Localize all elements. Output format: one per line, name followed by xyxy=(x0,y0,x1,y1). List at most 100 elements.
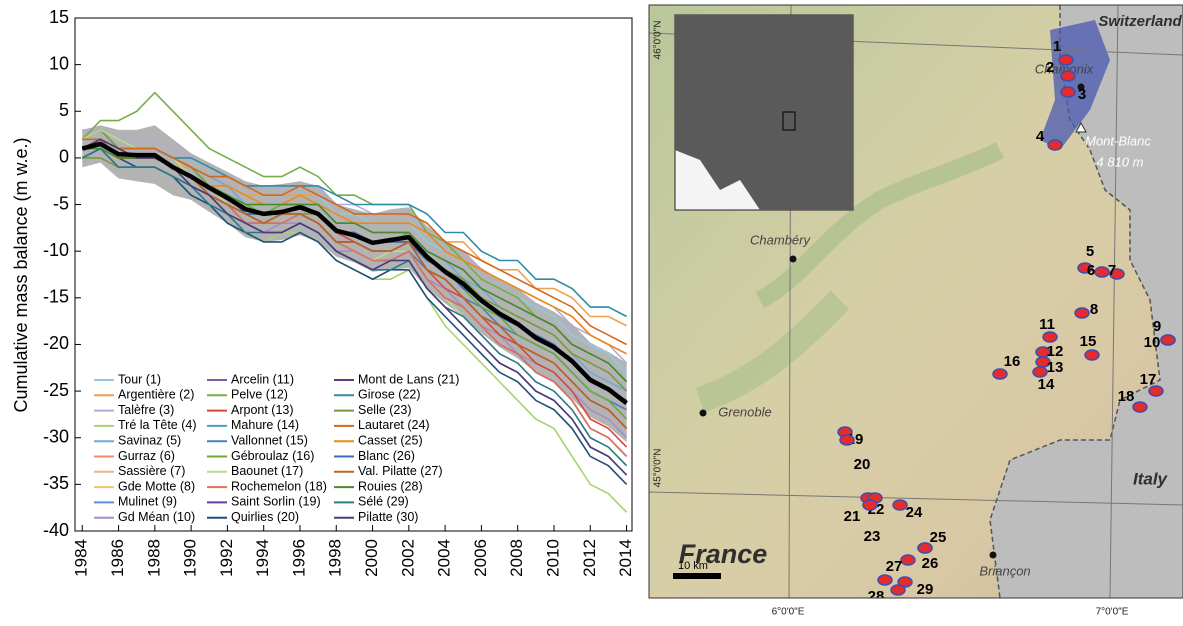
glacier-number: 20 xyxy=(854,456,871,473)
legend-label: Gurraz (6) xyxy=(118,449,175,463)
legend-label: Gde Motte (8) xyxy=(118,479,195,493)
glacier-number: 18 xyxy=(1118,388,1135,405)
glacier-area xyxy=(1040,20,1110,150)
legend-label: Mont de Lans (21) xyxy=(358,372,459,386)
glacier xyxy=(1047,139,1063,151)
place-dot xyxy=(989,551,997,559)
legend-label: Tour (1) xyxy=(118,372,161,386)
glacier-number: 29 xyxy=(917,581,934,598)
country-label: Switzerland xyxy=(1098,13,1182,30)
x-tick-label: 2008 xyxy=(507,539,526,577)
legend-label: Mulinet (9) xyxy=(118,495,177,509)
y-axis-label: Cumulative mass balance (m w.e.) xyxy=(11,137,31,412)
coordinate-label: 6°0'0"E xyxy=(772,607,805,618)
legend-label: Casset (25) xyxy=(358,433,423,447)
legend-label: Savinaz (5) xyxy=(118,433,181,447)
legend-label: Rouies (28) xyxy=(358,479,423,493)
y-tick-label: 5 xyxy=(59,100,69,120)
legend-label: Girose (22) xyxy=(358,388,421,402)
glacier xyxy=(1058,54,1074,66)
glacier xyxy=(1160,334,1176,346)
place-label: Chambéry xyxy=(750,232,811,247)
glacier-number: 8 xyxy=(1090,301,1098,318)
legend-label: Argentière (2) xyxy=(118,388,194,402)
glacier-number: 17 xyxy=(1140,371,1157,388)
glacier xyxy=(839,434,855,446)
y-tick-label: 0 xyxy=(59,147,69,167)
glacier-number: 23 xyxy=(864,528,881,545)
glacier-number: 9 xyxy=(1153,318,1161,335)
x-tick-label: 2006 xyxy=(471,539,490,577)
x-tick-label: 1996 xyxy=(289,539,308,577)
x-tick-label: 1994 xyxy=(253,539,272,577)
scale-bar xyxy=(673,573,721,579)
glacier xyxy=(1084,349,1100,361)
x-tick-label: 2002 xyxy=(398,539,417,577)
legend-label: Rochemelon (18) xyxy=(231,479,327,493)
x-tick-label: 2010 xyxy=(543,539,562,577)
legend-label: Arpont (13) xyxy=(231,403,294,417)
x-tick-label: 2012 xyxy=(580,539,599,577)
scale-label: 10 km xyxy=(678,560,708,572)
coordinate-label: 7°0'0"E xyxy=(1096,607,1129,618)
x-tick-label: 1992 xyxy=(217,539,236,577)
neighbour-country xyxy=(990,5,1183,598)
glacier xyxy=(1060,86,1076,98)
legend-label: Saint Sorlin (19) xyxy=(231,495,321,509)
legend-label: Sassière (7) xyxy=(118,464,185,478)
legend-label: Val. Pilatte (27) xyxy=(358,464,443,478)
glacier-number: 6 xyxy=(1087,262,1095,279)
legend-label: Selle (23) xyxy=(358,403,412,417)
y-tick-label: 15 xyxy=(49,7,69,27)
legend-label: Mahure (14) xyxy=(231,418,299,432)
glacier xyxy=(1032,366,1048,378)
x-tick-label: 1998 xyxy=(326,539,345,577)
glacier-number: 2 xyxy=(1046,59,1054,76)
inset-sea xyxy=(675,15,853,210)
glacier-number: 12 xyxy=(1047,343,1064,360)
glacier-number: 15 xyxy=(1080,333,1097,350)
glacier xyxy=(1148,385,1164,397)
glacier xyxy=(897,576,913,588)
glacier-number: 27 xyxy=(886,558,903,575)
legend-label: Baounet (17) xyxy=(231,464,303,478)
glacier-number: 24 xyxy=(906,504,923,521)
glacier-number: 5 xyxy=(1086,243,1094,260)
glacier xyxy=(1074,307,1090,319)
glacier-number: 16 xyxy=(1004,353,1021,370)
y-tick-label: -15 xyxy=(43,287,69,307)
place-label: Briançon xyxy=(979,563,1030,578)
place-label: Chamonix xyxy=(1035,61,1094,76)
glacier-number: 10 xyxy=(1144,334,1161,351)
y-tick-label: 10 xyxy=(49,53,69,73)
glacier xyxy=(1094,266,1110,278)
graticule xyxy=(1109,5,1119,598)
legend-label: Pilatte (30) xyxy=(358,510,418,524)
x-tick-label: 2014 xyxy=(616,539,635,577)
glacier xyxy=(1060,70,1076,82)
legend-label: Arcelin (11) xyxy=(231,372,294,386)
x-tick-label: 2000 xyxy=(362,539,381,577)
glacier-number: 14 xyxy=(1038,376,1055,393)
valley xyxy=(695,290,850,413)
legend-label: Gébroulaz (16) xyxy=(231,449,314,463)
place-dot xyxy=(1077,83,1085,91)
legend-label: Quirlies (20) xyxy=(231,510,299,524)
glacier-number: 3 xyxy=(1078,86,1086,103)
glacier xyxy=(992,368,1008,380)
glacier xyxy=(917,542,933,554)
glacier-number: 1 xyxy=(1053,38,1061,55)
summit-label: Mont-Blanc xyxy=(1085,133,1151,148)
summit-label: 4 810 m xyxy=(1097,154,1144,169)
series-line xyxy=(82,138,627,346)
glacier-number: 21 xyxy=(844,508,861,525)
glacier xyxy=(892,499,908,511)
border xyxy=(989,5,1161,598)
glacier xyxy=(900,554,916,566)
legend-label: Sélé (29) xyxy=(358,495,409,509)
legend-label: Pelve (12) xyxy=(231,388,288,402)
valley xyxy=(755,141,1005,309)
glacier-number: 4 xyxy=(1036,128,1045,145)
x-tick-label: 1986 xyxy=(108,539,127,577)
